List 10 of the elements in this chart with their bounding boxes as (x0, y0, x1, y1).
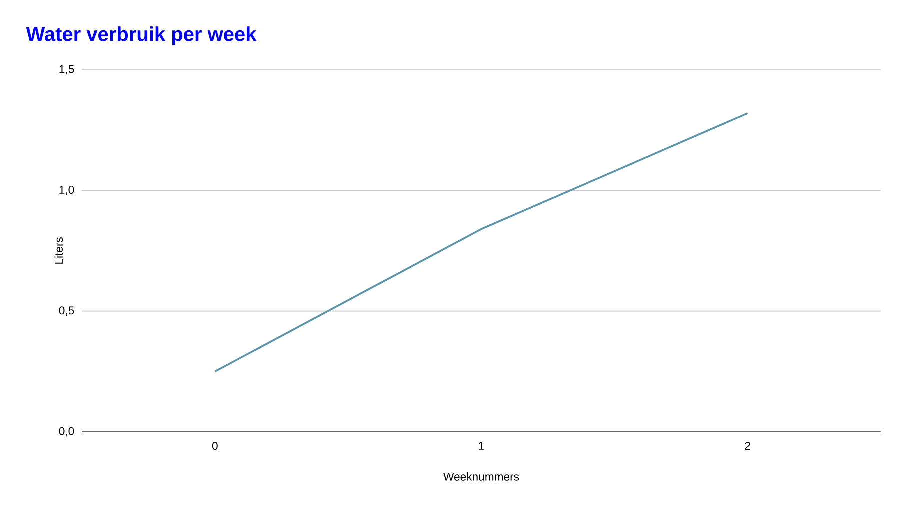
y-tick-label: 0,0 (59, 427, 74, 437)
x-tick-label: 1 (479, 442, 484, 450)
chart-title: Water verbruik per week (26, 26, 257, 46)
y-tick-label: 1,0 (60, 186, 74, 196)
x-axis-title: Weeknummers (444, 472, 520, 481)
y-axis-title: Liters (54, 238, 64, 264)
y-tick-label: 0,5 (59, 306, 74, 316)
x-tick-label: 0 (212, 442, 218, 450)
x-tick-label: 2 (745, 442, 750, 450)
y-tick-label: 1,5 (60, 65, 74, 75)
